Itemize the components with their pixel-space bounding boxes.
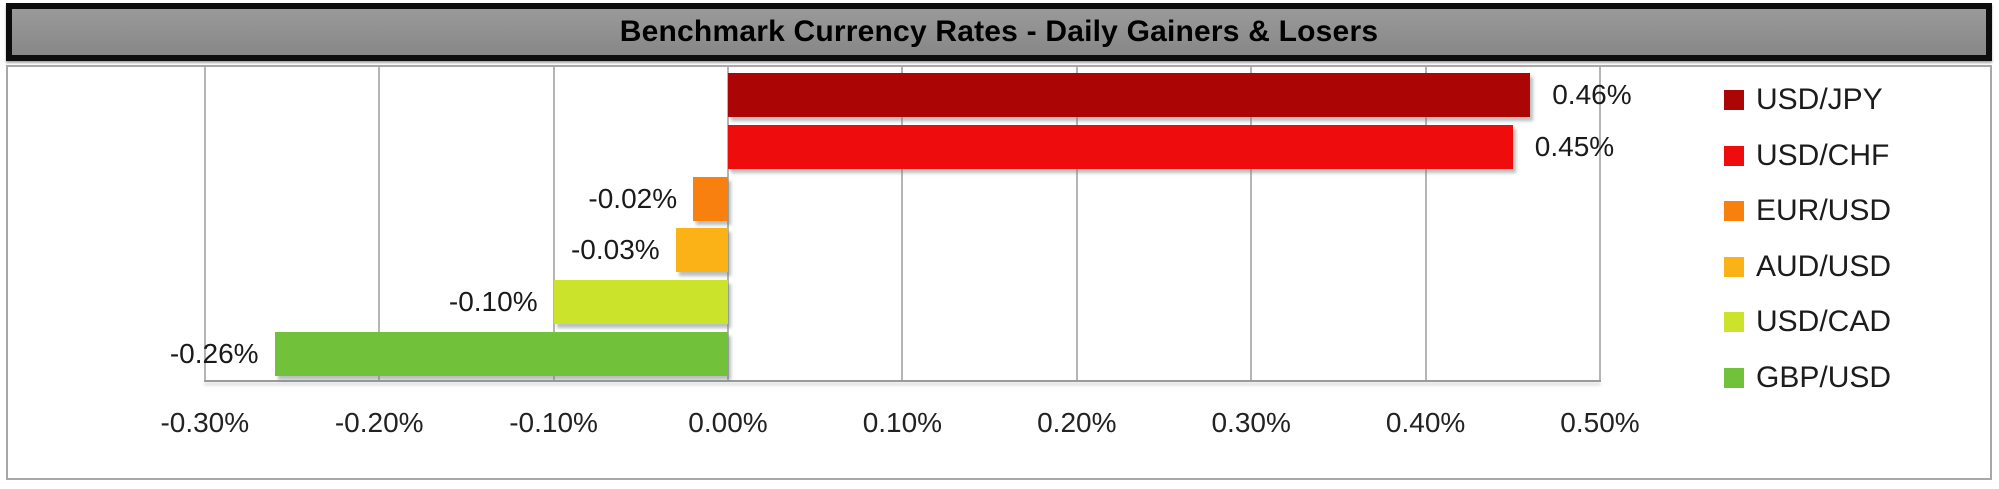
bar-value-label: -0.10% [448,286,538,318]
x-tick-label: 0.00% [688,407,768,438]
chart-title-banner: Benchmark Currency Rates - Daily Gainers… [6,3,1992,61]
gridline [203,67,206,380]
legend-swatch-icon [1724,256,1744,277]
x-tick-label: 0.40% [1385,407,1466,438]
gridline [1250,67,1253,380]
gridline [378,67,381,380]
gridline [1599,67,1601,380]
bar-value-label: 0.46% [1552,79,1632,110]
bar-value-label: 0.45% [1534,130,1615,162]
bar-gbp-usd [274,332,728,376]
legend-label: USD/CHF [1756,138,1890,172]
legend-item-eur-usd: EUR/USD [1724,184,1891,238]
legend-swatch-icon [1724,312,1744,332]
legend-item-usd-jpy: USD/JPY [1724,73,1883,127]
x-axis-line [203,380,1601,382]
x-tick-label: 0.20% [1037,407,1117,438]
chart-title: Benchmark Currency Rates - Daily Gainers… [619,15,1379,48]
legend-item-usd-chf: USD/CHF [1724,129,1889,183]
gridline [552,67,555,380]
gridline [1075,67,1078,380]
bar-value-label: -0.03% [570,234,660,266]
x-tick-label: -0.10% [509,407,598,438]
gridline [1424,67,1427,380]
x-tick-label: 0.30% [1211,407,1291,438]
x-tick-label: 0.50% [1560,407,1640,438]
gridline [901,67,904,380]
gridline [727,67,729,380]
legend-swatch-icon [1724,201,1744,221]
bar-usd-jpy [728,73,1531,117]
bar-usd-cad [553,280,728,325]
plot-panel: -0.30% -0.20% -0.10% 0.00% 0.10% 0.20% 0.30% 0.… [6,65,1992,480]
bar-value-label: -0.26% [169,338,259,369]
legend-label: AUD/USD [1756,249,1892,283]
x-tick-label: 0.10% [862,407,943,438]
legend-item-aud-usd: AUD/USD [1724,240,1891,294]
legend-swatch-icon [1724,145,1744,166]
bar-value-label: -0.02% [588,182,678,214]
legend-label: GBP/USD [1756,360,1892,394]
legend-label: USD/CAD [1756,305,1892,338]
legend-swatch-icon [1724,367,1744,388]
legend-swatch-icon [1724,90,1744,110]
legend-label: USD/JPY [1756,83,1883,116]
x-tick-label: -0.20% [334,407,424,438]
bar-eur-usd [693,176,728,221]
legend-label: EUR/USD [1756,194,1892,227]
x-tick-label: -0.30% [160,407,250,438]
legend-item-usd-cad: USD/CAD [1724,295,1891,349]
bar-aud-usd [675,228,728,273]
bar-usd-chf [728,124,1513,169]
legend-item-gbp-usd: GBP/USD [1724,351,1891,405]
